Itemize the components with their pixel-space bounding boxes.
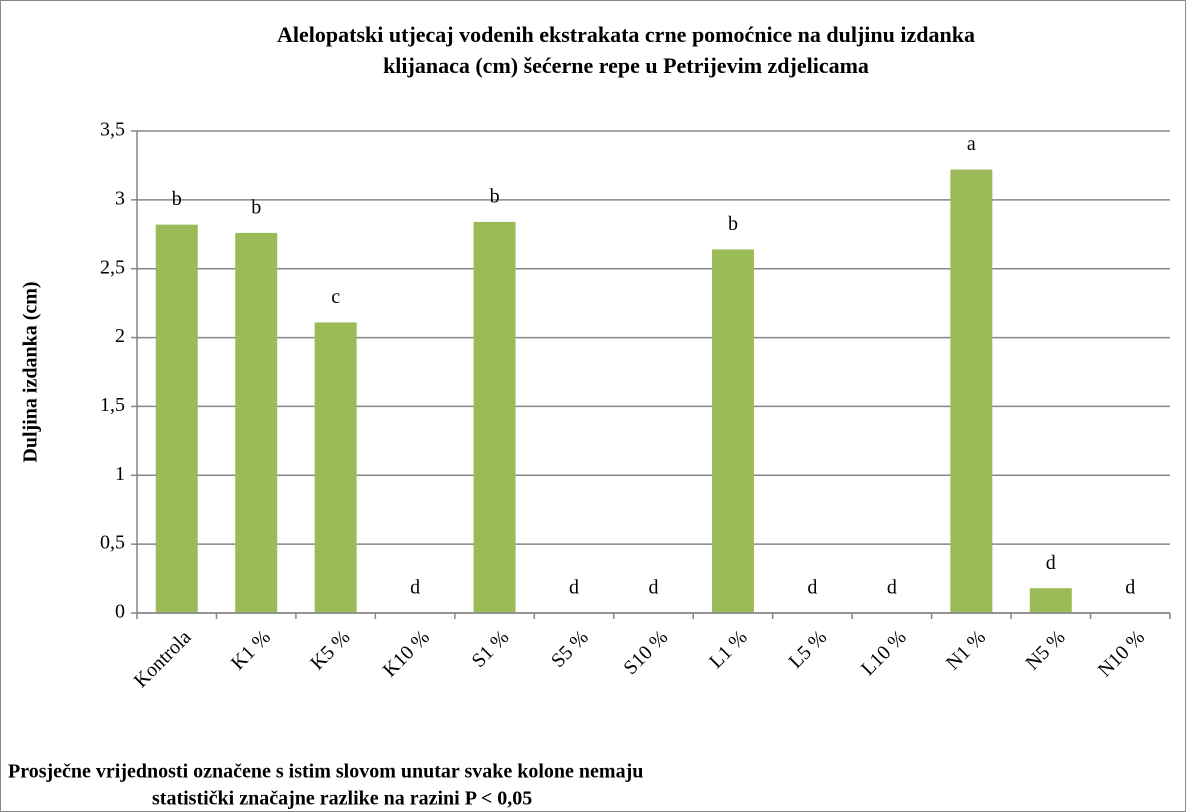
footnote: Prosječne vrijednosti označene s istim s… <box>8 761 643 783</box>
y-tick-label: 1,5 <box>100 394 125 416</box>
annotation: d <box>569 577 579 599</box>
annotation: d <box>1125 577 1135 599</box>
y-tick-label: 3,5 <box>100 119 125 141</box>
bar <box>1029 588 1072 613</box>
annotation: d <box>410 577 420 599</box>
annotation: d <box>887 577 897 599</box>
y-tick-label: 3 <box>115 187 125 209</box>
chart-title: klijanaca (cm) šećerne repe u Petrijevim… <box>383 53 869 78</box>
bar <box>711 249 754 614</box>
y-axis-label: Duljina izdanka (cm) <box>20 281 42 462</box>
y-tick-label: 0,5 <box>100 532 125 554</box>
annotation: b <box>490 185 500 207</box>
bar <box>235 232 278 613</box>
bar <box>950 169 993 613</box>
annotation: a <box>967 133 976 155</box>
y-tick-label: 2,5 <box>100 256 125 278</box>
annotation: d <box>1046 552 1056 574</box>
annotation: b <box>728 213 738 235</box>
annotation: b <box>251 197 261 219</box>
y-tick-label: 0 <box>115 601 125 623</box>
annotation: b <box>172 188 182 210</box>
annotation: c <box>331 286 340 308</box>
footnote: statistički značajne razlike na razini P… <box>152 788 532 810</box>
chart-title: Alelopatski utjecaj vodenih ekstrakata c… <box>277 22 975 47</box>
y-tick-label: 1 <box>115 463 125 485</box>
bar <box>473 221 516 614</box>
annotation: d <box>649 577 659 599</box>
annotation: d <box>807 577 817 599</box>
bar <box>155 224 198 613</box>
bar <box>314 322 357 613</box>
y-tick-label: 2 <box>115 325 125 347</box>
